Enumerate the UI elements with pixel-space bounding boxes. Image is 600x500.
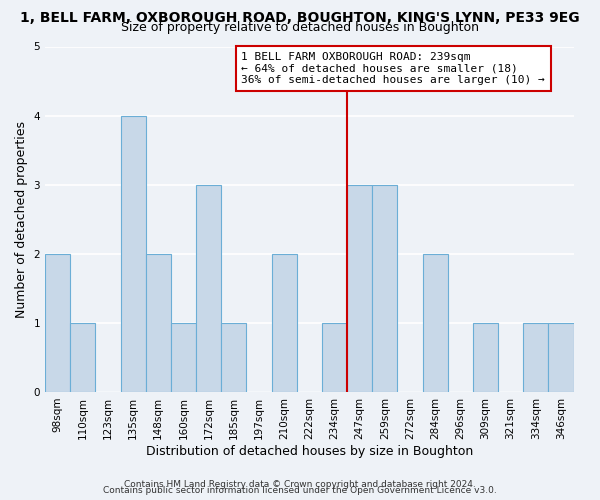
Bar [45, 254, 70, 392]
Bar [146, 254, 171, 392]
Bar [372, 184, 397, 392]
Bar [171, 323, 196, 392]
Bar [121, 116, 146, 392]
Bar [422, 254, 448, 392]
Bar [221, 323, 247, 392]
Bar [70, 323, 95, 392]
Text: Contains HM Land Registry data © Crown copyright and database right 2024.: Contains HM Land Registry data © Crown c… [124, 480, 476, 489]
Text: Contains public sector information licensed under the Open Government Licence v3: Contains public sector information licen… [103, 486, 497, 495]
X-axis label: Distribution of detached houses by size in Boughton: Distribution of detached houses by size … [146, 444, 473, 458]
Y-axis label: Number of detached properties: Number of detached properties [15, 120, 28, 318]
Bar [548, 323, 574, 392]
Bar [196, 184, 221, 392]
Text: Size of property relative to detached houses in Boughton: Size of property relative to detached ho… [121, 21, 479, 34]
Bar [347, 184, 372, 392]
Bar [322, 323, 347, 392]
Bar [523, 323, 548, 392]
Text: 1 BELL FARM OXBOROUGH ROAD: 239sqm
← 64% of detached houses are smaller (18)
36%: 1 BELL FARM OXBOROUGH ROAD: 239sqm ← 64%… [241, 52, 545, 85]
Bar [272, 254, 297, 392]
Bar [473, 323, 498, 392]
Text: 1, BELL FARM, OXBOROUGH ROAD, BOUGHTON, KING'S LYNN, PE33 9EG: 1, BELL FARM, OXBOROUGH ROAD, BOUGHTON, … [20, 11, 580, 25]
